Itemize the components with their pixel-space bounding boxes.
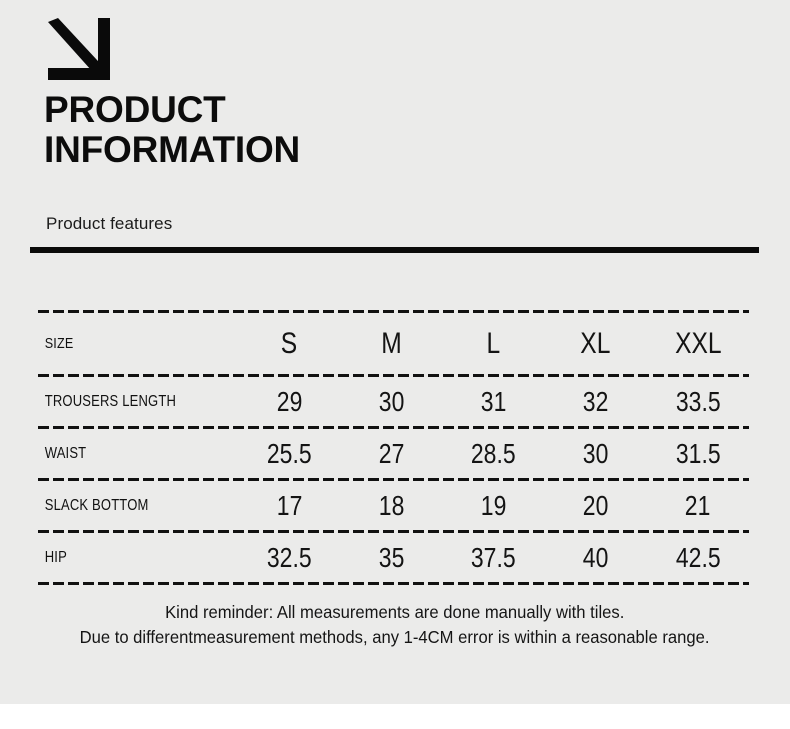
table-row: TROUSERS LENGTH 29 30 31 32 33.5 (38, 377, 749, 426)
content-canvas: PRODUCT INFORMATION Product features SIZ… (0, 0, 790, 704)
table-divider-4 (38, 530, 749, 533)
table-row: SLACK BOTTOM 17 18 19 20 21 (38, 481, 749, 530)
column-header-m: M (381, 326, 402, 360)
measurement-disclaimer: Kind reminder: All measurements are done… (0, 600, 790, 650)
row-label-hip: HIP (44, 548, 67, 566)
cell-waist-s: 25.5 (266, 437, 312, 469)
page-title-line-2: INFORMATION (44, 129, 301, 170)
cell-trousers-length-l: 31 (480, 385, 507, 417)
column-header-size: SIZE (44, 335, 74, 352)
table-header-row: SIZE S M L XL XXL (38, 313, 749, 374)
row-label-waist: WAIST (44, 444, 87, 462)
table-divider-2 (38, 426, 749, 429)
table-row: WAIST 25.5 27 28.5 30 31.5 (38, 429, 749, 478)
table-row: HIP 32.5 35 37.5 40 42.5 (38, 533, 749, 582)
cell-waist-xxl: 31.5 (675, 437, 721, 469)
product-features-label: Product features (46, 214, 173, 233)
table-divider-top (38, 310, 749, 313)
disclaimer-line-2: Due to differentmeasurement methods, any… (80, 627, 710, 647)
table-divider-1 (38, 374, 749, 377)
column-header-s: S (280, 326, 298, 360)
column-header-xxl: XXL (674, 326, 722, 360)
cell-waist-l: 28.5 (471, 437, 516, 469)
cell-trousers-length-m: 30 (378, 385, 405, 417)
cell-slack-bottom-s: 17 (276, 489, 302, 521)
disclaimer-line-1: Kind reminder: All measurements are done… (165, 602, 625, 622)
table-divider-3 (38, 478, 749, 481)
cell-trousers-length-xxl: 33.5 (675, 385, 721, 417)
row-label-slack-bottom: SLACK BOTTOM (44, 496, 149, 514)
cell-trousers-length-xl: 32 (582, 385, 609, 417)
cell-waist-xl: 30 (582, 437, 609, 469)
section-divider (30, 247, 759, 253)
column-header-l: L (486, 326, 501, 360)
cell-hip-l: 37.5 (471, 541, 516, 573)
cell-slack-bottom-l: 19 (480, 489, 507, 521)
cell-hip-xxl: 42.5 (675, 541, 721, 573)
cell-slack-bottom-m: 18 (378, 489, 405, 521)
row-label-trousers-length: TROUSERS LENGTH (44, 392, 177, 410)
cell-waist-m: 27 (378, 437, 405, 469)
cell-hip-xl: 40 (582, 541, 609, 573)
size-chart-table: SIZE S M L XL XXL TROUSERS LENGTH 29 30 … (38, 310, 749, 585)
cell-trousers-length-s: 29 (276, 385, 302, 417)
column-header-xl: XL (580, 326, 611, 360)
cell-hip-m: 35 (378, 541, 405, 573)
page-title: PRODUCT INFORMATION (44, 90, 464, 170)
page-title-line-1: PRODUCT (44, 89, 226, 130)
cell-slack-bottom-xl: 20 (582, 489, 609, 521)
table-divider-bottom (38, 582, 749, 585)
arrow-down-right-icon (44, 18, 114, 84)
cell-hip-s: 32.5 (266, 541, 312, 573)
cell-slack-bottom-xxl: 21 (685, 489, 711, 521)
